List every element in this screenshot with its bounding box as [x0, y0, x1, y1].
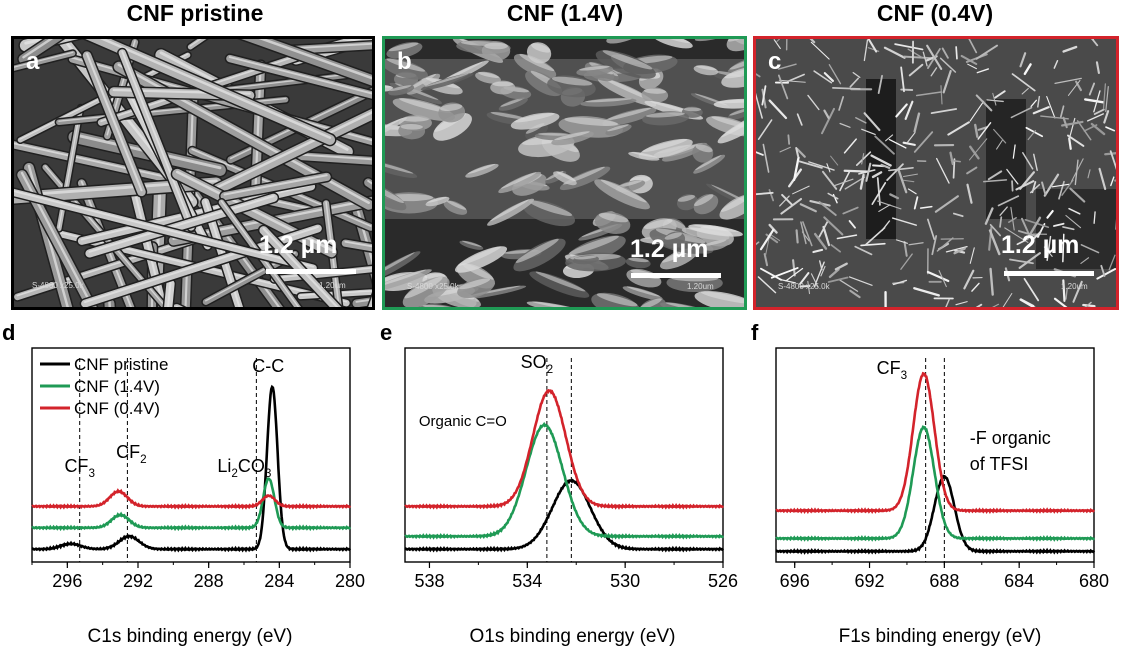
x-tick-label: 692 [855, 571, 885, 591]
panel-letter-e: e [380, 320, 393, 345]
panel-letter-d: d [2, 320, 16, 345]
series-line [404, 421, 725, 540]
sem-nanosheet-texture [756, 39, 1116, 307]
x-tick-label: 280 [335, 571, 365, 591]
scale-label-a: 1.2 µm [259, 231, 338, 259]
annotation-c-c: C-C [252, 356, 284, 376]
scale-bar-b [631, 273, 721, 278]
panel-a-title: CNF pristine [126, 0, 264, 26]
x-tick-label: 680 [1079, 571, 1109, 591]
sem-caption-right-b: 1.20um [687, 282, 714, 291]
sem-image-0-4v: c 1.2 µm S-4800 x25.0k 1.20um [753, 36, 1119, 310]
annotation-f-organic: -F organic [970, 428, 1051, 448]
panel-letter-b: b [397, 48, 412, 75]
annotation-organic-co: Organic C=O [419, 413, 507, 430]
panel-letter-a: a [26, 48, 40, 75]
series-line [775, 474, 1096, 555]
annotation-cf3-f: CF3 [877, 358, 908, 382]
x-tick-label: 526 [708, 571, 738, 591]
plot-frame [775, 347, 1095, 563]
x-tick-label: 696 [780, 571, 810, 591]
sem-flake-texture [385, 39, 744, 307]
x-tick-label: 534 [512, 571, 542, 591]
annotation-cf2: CF2 [116, 442, 147, 466]
panel-c-title: CNF (0.4V) [876, 0, 994, 26]
scale-bar-c [1004, 271, 1094, 276]
xps-c1s-chart: 296 292 288 284 280 CNF pristine CNF (1.4V) CNF… [31, 347, 365, 591]
sem-fiber-texture [14, 39, 372, 307]
x-axis-label-e: O1s binding energy (eV) [469, 626, 676, 647]
series-line [404, 388, 725, 510]
x-tick-label: 288 [194, 571, 224, 591]
sem-image-pristine: a 1.2 µm S-4800 x25.0k 1.20um [11, 36, 375, 310]
x-tick-label: 292 [123, 571, 153, 591]
sem-image-1-4v: b 1.2 µm S-4800 x25.0k 1.20um [382, 36, 747, 310]
sem-caption-b: S-4800 x25.0k [407, 282, 459, 291]
x-tick-label: 284 [264, 571, 294, 591]
x-tick-label: 684 [1004, 571, 1034, 591]
x-axis-label-d: C1s binding energy (eV) [87, 626, 293, 647]
sem-caption-a: S-4800 x25.0k [32, 281, 84, 290]
sem-caption-c: S-4800 x25.0k [778, 282, 830, 291]
annotation-so2: SO2 [521, 352, 554, 376]
series-line [775, 425, 1096, 542]
legend-entry: CNF (0.4V) [74, 399, 160, 418]
series-line [31, 488, 352, 510]
plot-frame [31, 347, 351, 563]
xps-o1s-chart: 538 534 530 526 SO2 Organic C=O [404, 347, 738, 591]
annotation-of-tfsi: of TFSI [970, 454, 1029, 474]
sem-caption-right-a: 1.20um [319, 281, 346, 290]
panel-letter-c: c [768, 48, 782, 75]
scale-bar-a [266, 269, 356, 274]
plot-frame [404, 347, 724, 563]
series-line [31, 477, 352, 532]
x-tick-label: 530 [610, 571, 640, 591]
x-tick-label: 688 [929, 571, 959, 591]
panel-b-title: CNF (1.4V) [506, 0, 624, 26]
x-axis-label-f: F1s binding energy (eV) [838, 626, 1042, 647]
annotation-li2co3: Li2CO3 [217, 456, 271, 480]
scale-label-c: 1.2 µm [1001, 231, 1080, 259]
legend-entry: CNF pristine [74, 355, 168, 374]
x-tick-label: 296 [52, 571, 82, 591]
scale-label-b: 1.2 µm [630, 235, 709, 263]
panel-letter-f: f [751, 320, 759, 345]
series-line [404, 478, 725, 553]
x-tick-label: 538 [414, 571, 444, 591]
series-line [775, 371, 1096, 515]
xps-f1s-chart: 696 692 688 684 680 CF3 -F organic of TFSI [775, 347, 1109, 591]
sem-caption-right-c: 1.20um [1061, 282, 1088, 291]
legend-entry: CNF (1.4V) [74, 377, 160, 396]
annotation-cf3: CF3 [64, 456, 95, 480]
series-line [31, 384, 352, 553]
